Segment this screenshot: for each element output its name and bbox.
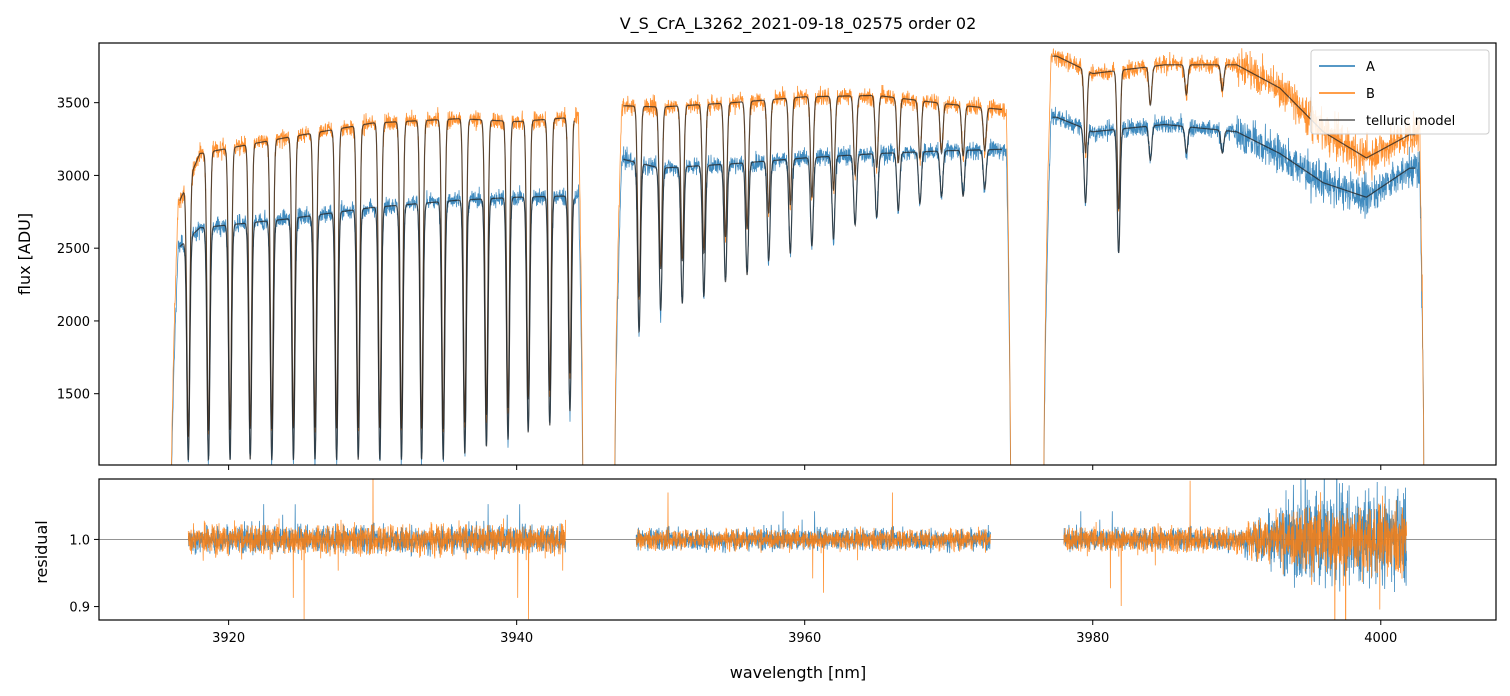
bottom-ytick-label-1.0: 1.0	[69, 533, 90, 548]
top-series-group	[171, 48, 1425, 465]
telluric-model-A	[179, 116, 1416, 462]
top-panel: 1500 2000 2500 3000 3500 flux [ADU] A B	[15, 42, 1497, 470]
bottom-y-axis-label: residual	[32, 520, 51, 583]
bottom-ytick-label-0.9: 0.9	[69, 601, 90, 616]
top-ytick-label-2500: 2500	[57, 242, 90, 257]
top-x-ticks	[228, 465, 1382, 470]
chart-title: V_S_CrA_L3262_2021-09-18_02575 order 02	[620, 14, 977, 34]
legend-label-telluric-model: telluric model	[1366, 114, 1455, 129]
top-ytick-label-3000: 3000	[57, 169, 90, 184]
top-plot-frame	[98, 42, 1497, 466]
residual-B	[187, 479, 1407, 620]
bottom-series-group	[187, 479, 1407, 620]
xtick-label-4000: 4000	[1364, 631, 1397, 646]
xtick-label-3980: 3980	[1076, 631, 1109, 646]
bottom-x-axis: 3920 3940 3960 3980 4000	[212, 620, 1397, 646]
legend-label-B: B	[1366, 87, 1375, 102]
x-axis-label: wavelength [nm]	[730, 663, 867, 682]
bottom-y-axis: 0.9 1.0	[69, 533, 99, 616]
top-y-axis-label: flux [ADU]	[15, 213, 34, 295]
top-ytick-label-2000: 2000	[57, 315, 90, 330]
xtick-label-3960: 3960	[788, 631, 821, 646]
bottom-panel: 0.9 1.0 3920 3940 3960 3980 4000 residua…	[32, 478, 1497, 682]
xtick-label-3920: 3920	[212, 631, 245, 646]
top-ytick-label-1500: 1500	[57, 388, 90, 403]
telluric-model-B	[179, 55, 1416, 437]
legend: A B telluric model	[1310, 49, 1490, 135]
bottom-plot-frame	[98, 478, 1497, 621]
top-y-axis: 1500 2000 2500 3000 3500	[57, 97, 99, 403]
legend-label-A: A	[1366, 60, 1375, 75]
xtick-label-3940: 3940	[500, 631, 533, 646]
legend-box	[1310, 49, 1490, 135]
top-ytick-label-3500: 3500	[57, 97, 90, 112]
